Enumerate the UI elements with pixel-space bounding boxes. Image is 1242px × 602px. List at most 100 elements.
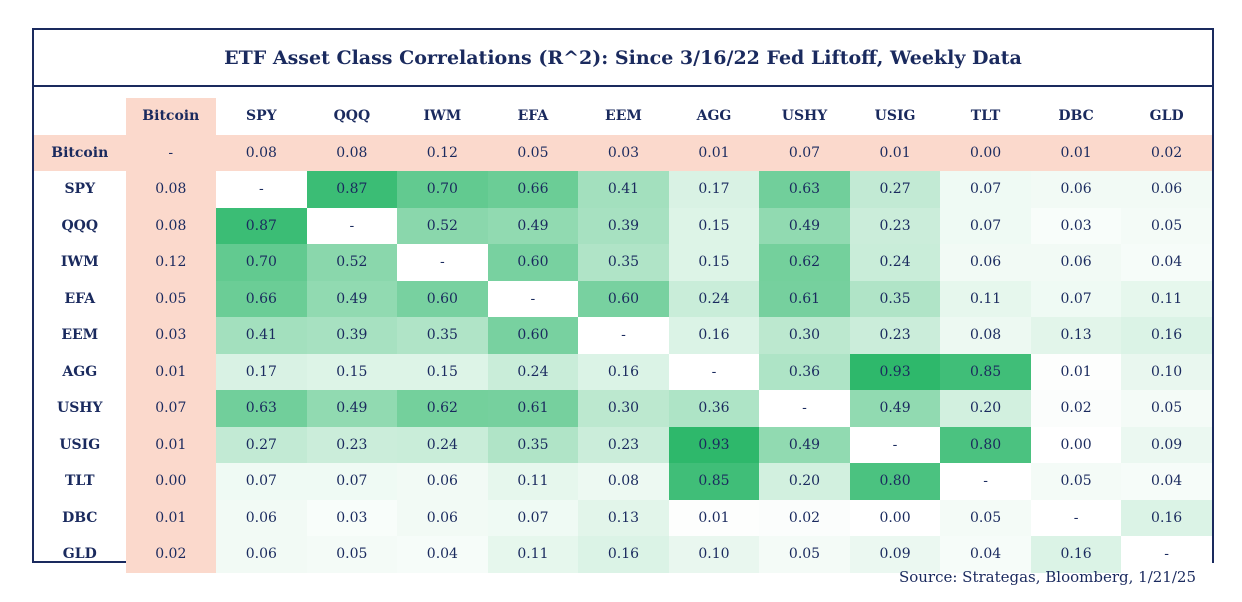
- matrix-cell: 0.61: [487, 390, 579, 427]
- correlation-matrix: Bitcoin SPY QQQ IWM EFA EEM AGG USHY USIG TLT DBC G…: [34, 98, 1212, 573]
- matrix-cell: 0.41: [216, 317, 307, 354]
- matrix-cell: 0.04: [940, 536, 1031, 573]
- matrix-cell: 0.11: [1121, 280, 1212, 317]
- matrix-row: IWM 0.12 0.70 0.52-0.60 0.35 0.15 0.62 0.24 0.06…: [34, 244, 1212, 281]
- matrix-cell: 0.01: [1030, 134, 1122, 171]
- matrix-cell: 0.02: [1030, 390, 1122, 427]
- matrix-cell: 0.11: [487, 463, 579, 500]
- matrix-cell: 0.27: [849, 171, 941, 208]
- matrix-cell: 0.52: [397, 207, 488, 244]
- matrix-cell: 0.52: [306, 244, 398, 281]
- matrix-cell: 0.10: [668, 536, 760, 573]
- matrix-cell: 0.49: [306, 280, 398, 317]
- matrix-cell: 0.20: [940, 390, 1031, 427]
- matrix-cell: 0.30: [578, 390, 669, 427]
- matrix-cell: 0.00: [849, 499, 941, 536]
- column-header: USHY: [781, 108, 828, 125]
- matrix-row: SPY 0.08-0.87 0.70 0.66 0.41 0.17 0.63 0.27 0.07…: [34, 171, 1212, 208]
- matrix-cell: 0.17: [216, 353, 307, 390]
- matrix-cell: 0.66: [216, 280, 307, 317]
- matrix-cell: 0.09: [1121, 426, 1212, 463]
- matrix-row: USIG 0.01 0.27 0.23 0.24 0.35 0.23 0.93 0.49-0.8…: [34, 426, 1212, 463]
- row-header: Bitcoin: [34, 134, 126, 171]
- matrix-cell: 0.01: [125, 353, 217, 390]
- matrix-cell: 0.62: [759, 244, 850, 281]
- matrix-cell: 0.07: [306, 463, 398, 500]
- matrix-cell: 0.03: [125, 317, 217, 354]
- matrix-cell: 0.35: [578, 244, 669, 281]
- column-header: GLD: [1149, 108, 1184, 125]
- matrix-cell: 0.06: [216, 499, 307, 536]
- row-header: GLD: [62, 546, 97, 563]
- matrix-cell: 0.08: [125, 207, 217, 244]
- column-header: IWM: [423, 108, 462, 125]
- matrix-cell: 0.30: [759, 317, 850, 354]
- matrix-cell: 0.12: [397, 134, 488, 171]
- matrix-cell: 0.10: [1121, 353, 1212, 390]
- matrix-cell: 0.03: [1030, 207, 1122, 244]
- row-header: USHY: [56, 400, 103, 417]
- matrix-cell: 0.05: [1121, 390, 1212, 427]
- row-header: USIG: [59, 436, 101, 453]
- matrix-cell: 0.15: [668, 244, 760, 281]
- matrix-cell: -: [397, 244, 488, 281]
- matrix-row: EEM 0.03 0.41 0.39 0.35 0.60-0.16 0.30 0.23 0.08…: [34, 317, 1212, 354]
- matrix-cell: 0.49: [849, 390, 941, 427]
- matrix-cell: 0.06: [940, 244, 1031, 281]
- column-header-row: Bitcoin SPY QQQ IWM EFA EEM AGG USHY USIG TLT DBC G…: [34, 98, 1212, 135]
- row-header: SPY: [64, 181, 96, 198]
- row-header: AGG: [62, 363, 98, 380]
- matrix-cell: -: [668, 353, 760, 390]
- matrix-cell: 0.36: [759, 353, 850, 390]
- matrix-cell: 0.02: [1121, 134, 1212, 171]
- matrix-cell: 0.24: [487, 353, 579, 390]
- matrix-cell: 0.27: [216, 426, 307, 463]
- matrix-cell: 0.05: [306, 536, 398, 573]
- matrix-cell: 0.07: [940, 171, 1031, 208]
- matrix-cell: 0.70: [397, 171, 488, 208]
- matrix-cell: 0.11: [487, 536, 579, 573]
- column-header: DBC: [1058, 108, 1094, 125]
- matrix-cell: 0.08: [216, 134, 307, 171]
- matrix-cell: 0.01: [1030, 353, 1122, 390]
- matrix-cell: 0.09: [849, 536, 941, 573]
- matrix-cell: -: [306, 207, 398, 244]
- matrix-cell: 0.60: [578, 280, 669, 317]
- matrix-cell: 0.08: [306, 134, 398, 171]
- matrix-cell: 0.93: [668, 426, 760, 463]
- matrix-cell: 0.02: [759, 499, 850, 536]
- matrix-cell: 0.06: [397, 499, 488, 536]
- matrix-cell: 0.63: [759, 171, 850, 208]
- matrix-cell: 0.01: [668, 134, 760, 171]
- matrix-cell: 0.01: [125, 426, 217, 463]
- matrix-cell: 0.41: [578, 171, 669, 208]
- matrix-cell: 0.35: [487, 426, 579, 463]
- matrix-row: EFA 0.05 0.66 0.49 0.60-0.60 0.24 0.61 0.35 0.11…: [34, 280, 1212, 317]
- matrix-cell: 0.08: [940, 317, 1031, 354]
- matrix-cell: 0.12: [125, 244, 217, 281]
- matrix-cell: -: [940, 463, 1031, 500]
- matrix-cell: 0.61: [759, 280, 850, 317]
- matrix-row: QQQ 0.08 0.87-0.52 0.49 0.39 0.15 0.49 0.23 0.07…: [34, 207, 1212, 244]
- matrix-cell: 0.87: [306, 171, 398, 208]
- matrix-cell: 0.85: [940, 353, 1031, 390]
- matrix-cell: 0.16: [1030, 536, 1122, 573]
- matrix-cell: 0.23: [849, 207, 941, 244]
- matrix-cell: -: [849, 426, 941, 463]
- column-header: QQQ: [333, 108, 371, 125]
- matrix-cell: 0.01: [668, 499, 760, 536]
- matrix-cell: 0.13: [578, 499, 669, 536]
- matrix-cell: 0.24: [668, 280, 760, 317]
- matrix-cell: 0.17: [668, 171, 760, 208]
- matrix-cell: 0.15: [668, 207, 760, 244]
- matrix-cell: 0.80: [940, 426, 1031, 463]
- matrix-cell: 0.23: [849, 317, 941, 354]
- row-header: EFA: [64, 290, 96, 307]
- matrix-cell: 0.00: [940, 134, 1031, 171]
- matrix-cell: 0.49: [759, 207, 850, 244]
- matrix-cell: 0.60: [397, 280, 488, 317]
- matrix-cell: 0.06: [1121, 171, 1212, 208]
- matrix-cell: 0.13: [1030, 317, 1122, 354]
- matrix-cell: 0.04: [1121, 463, 1212, 500]
- matrix-cell: -: [1030, 499, 1122, 536]
